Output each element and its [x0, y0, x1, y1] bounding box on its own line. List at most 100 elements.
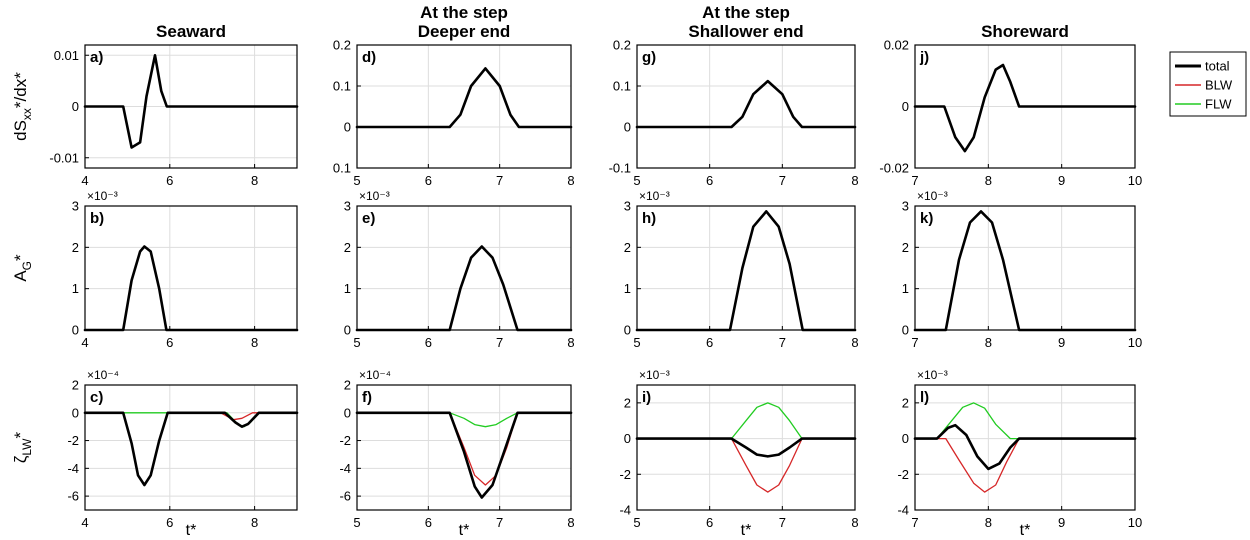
- panel-b: 4 6 8 3 2 1 0 b) ×10⁻³: [72, 189, 299, 350]
- axes-box: [914, 205, 1136, 331]
- axis-exponent: ×10⁻³: [917, 189, 948, 203]
- x-tick-label: 7: [496, 173, 503, 188]
- x-tick-label: 8: [851, 515, 858, 530]
- series-line-blw: [636, 437, 856, 493]
- x-tick-label: 7: [779, 173, 786, 188]
- panel-j: 7 8 9 10 0.02 0 -0.02 j): [879, 38, 1142, 189]
- x-tick-label: 9: [1058, 515, 1065, 530]
- x-tick-label: 7: [779, 515, 786, 530]
- series-line-total: [913, 210, 1137, 332]
- panel-g: 5 6 7 8 0.2 0.1 0 -0.1 g): [609, 38, 859, 189]
- legend-label-total: total: [1205, 59, 1230, 74]
- column-title: At the step: [702, 3, 790, 22]
- x-tick-label: 4: [81, 173, 88, 188]
- column-title: Shallower end: [688, 22, 803, 41]
- y-tick-label: 0: [344, 120, 351, 135]
- panel-label: a): [90, 49, 103, 66]
- panel-f: 5 6 7 8 2 0 -2 -4 -6 f) ×10⁻⁴ t*: [339, 368, 574, 539]
- series-line-total: [635, 437, 857, 458]
- y-tick-label: 0.01: [54, 48, 79, 63]
- panel-label: f): [362, 389, 372, 406]
- y-tick-label: 1: [72, 281, 79, 296]
- panel-label: d): [362, 49, 376, 66]
- y-axis-label: AG*: [11, 254, 34, 282]
- x-tick-label: 5: [633, 515, 640, 530]
- x-tick-label: 5: [633, 173, 640, 188]
- y-tick-label: 0: [344, 323, 351, 338]
- y-tick-label: 3: [624, 199, 631, 214]
- y-axis-label: ζLW*: [11, 432, 34, 464]
- series-line-flw: [84, 412, 298, 428]
- axes-box: [84, 44, 298, 169]
- panel-label: j): [919, 49, 929, 66]
- axes-box: [84, 205, 298, 331]
- y-tick-label: 0.02: [884, 38, 909, 53]
- y-tick-label: 0: [72, 405, 79, 420]
- y-tick-label: -4: [897, 503, 909, 518]
- x-tick-label: 5: [353, 515, 360, 530]
- x-tick-label: 8: [251, 335, 258, 350]
- y-tick-label: 1: [344, 281, 351, 296]
- y-tick-label: 0: [624, 323, 631, 338]
- axes-box: [636, 44, 856, 169]
- y-tick-label: 2: [624, 395, 631, 410]
- panel-l: 7 8 9 10 2 0 -2 -4 l) ×10⁻³ t*: [897, 368, 1142, 539]
- x-tick-label: 6: [706, 515, 713, 530]
- y-tick-label: -4: [67, 461, 79, 476]
- axis-exponent: ×10⁻³: [639, 189, 670, 203]
- y-tick-label: 0: [624, 431, 631, 446]
- x-tick-label: 5: [353, 173, 360, 188]
- x-tick-label: 8: [851, 335, 858, 350]
- legend: total BLW FLW: [1169, 51, 1247, 117]
- x-axis-label: t*: [741, 522, 752, 539]
- row-y-labels: dSxx*/dx* AG* ζLW*: [11, 72, 34, 463]
- x-axis-label: t*: [186, 522, 197, 539]
- y-tick-label: -6: [339, 489, 351, 504]
- panel-label: h): [642, 210, 656, 227]
- x-tick-label: 8: [567, 515, 574, 530]
- series-line-total: [635, 79, 857, 129]
- y-axis-label: dSxx*/dx*: [11, 72, 34, 141]
- y-tick-label: 1: [624, 281, 631, 296]
- y-tick-label: 0.1: [613, 79, 631, 94]
- x-tick-label: 10: [1128, 335, 1142, 350]
- panel-i: 5 6 7 8 2 0 -2 -4 i) ×10⁻³ t*: [619, 368, 858, 539]
- series-line-total: [635, 210, 857, 332]
- y-tick-label: -2: [619, 467, 631, 482]
- series-line-total: [83, 411, 299, 487]
- panel-label: g): [642, 49, 656, 66]
- y-tick-label: -2: [339, 433, 351, 448]
- column-title: At the step: [420, 3, 508, 22]
- x-tick-label: 9: [1058, 335, 1065, 350]
- x-tick-label: 6: [706, 335, 713, 350]
- panel-label: k): [920, 210, 933, 227]
- y-tick-label: 2: [902, 395, 909, 410]
- axes-box: [356, 44, 572, 169]
- x-tick-label: 8: [567, 335, 574, 350]
- series-line-total: [355, 245, 573, 332]
- y-tick-label: 3: [344, 199, 351, 214]
- column-title: Seaward: [156, 22, 226, 41]
- y-tick-label: 3: [72, 199, 79, 214]
- axis-exponent: ×10⁻⁴: [87, 368, 119, 382]
- legend-label-flw: FLW: [1205, 97, 1232, 112]
- panel-a: 4 6 8 0.01 0 -0.01 a): [49, 44, 299, 188]
- y-tick-label: 2: [72, 240, 79, 255]
- y-tick-label: 0.2: [333, 38, 351, 53]
- series-line-total: [355, 411, 573, 499]
- y-tick-label: 0: [72, 99, 79, 114]
- x-tick-label: 7: [496, 515, 503, 530]
- axes-box: [356, 205, 572, 331]
- axes-box: [84, 384, 298, 511]
- x-tick-label: 6: [706, 173, 713, 188]
- series-line-blw: [914, 437, 1136, 493]
- axis-exponent: ×10⁻³: [917, 368, 948, 382]
- series-line-total: [83, 245, 299, 332]
- y-tick-label: 2: [624, 240, 631, 255]
- axis-exponent: ×10⁻³: [87, 189, 118, 203]
- x-tick-label: 6: [425, 335, 432, 350]
- y-tick-label: 0.1: [333, 79, 351, 94]
